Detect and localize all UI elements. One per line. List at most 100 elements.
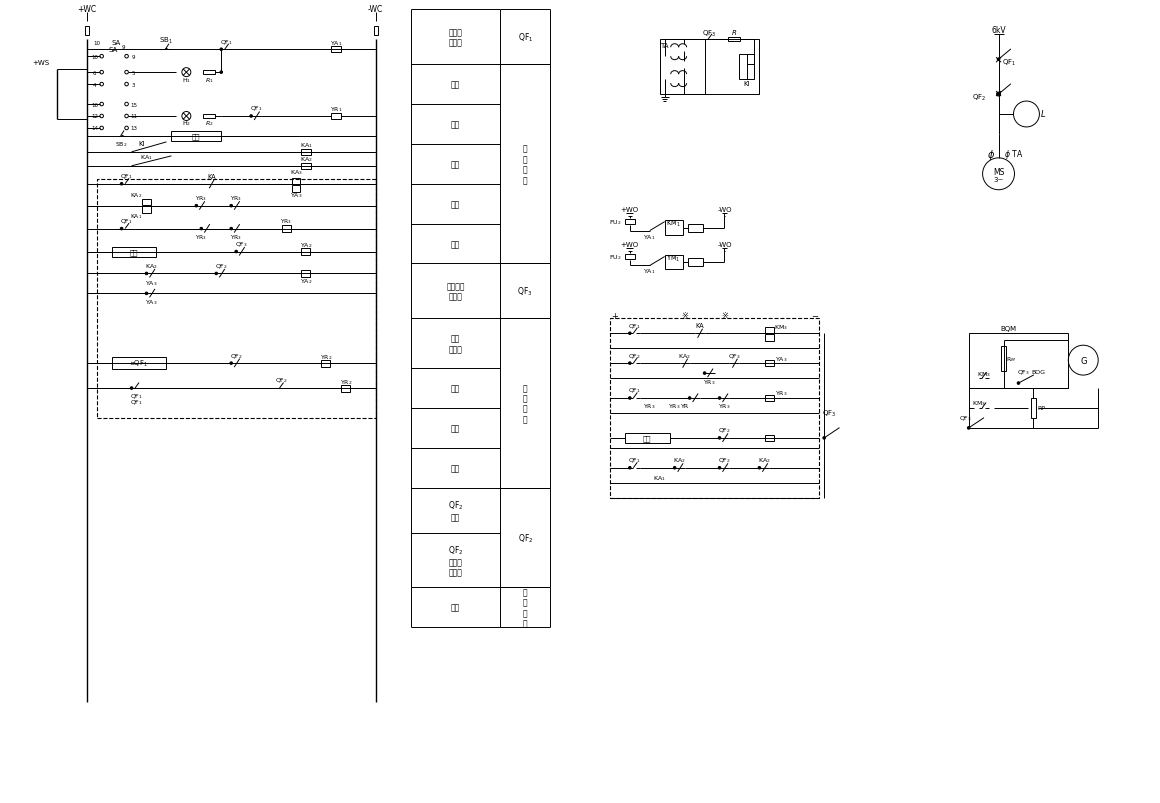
Text: YR$_3$: YR$_3$ <box>195 194 208 203</box>
Text: 9: 9 <box>132 55 136 59</box>
Bar <box>764 395 774 402</box>
Text: KA$_1$: KA$_1$ <box>299 141 312 150</box>
Bar <box>142 207 151 214</box>
Text: 9: 9 <box>122 45 125 50</box>
Text: QF$_2$: QF$_2$ <box>230 352 242 360</box>
Text: QF$_3$: QF$_3$ <box>822 409 836 418</box>
Circle shape <box>1017 382 1020 385</box>
Text: -WC: -WC <box>368 5 383 14</box>
Text: 10: 10 <box>93 41 100 46</box>
Text: YR$_3$: YR$_3$ <box>668 402 681 411</box>
Text: BQM: BQM <box>1000 326 1016 332</box>
Text: H$_1$: H$_1$ <box>182 75 191 84</box>
Text: 保护: 保护 <box>451 463 461 473</box>
Text: YA$_3$: YA$_3$ <box>775 354 788 363</box>
Text: YA$_1$: YA$_1$ <box>644 232 657 241</box>
Text: YR$_3$: YR$_3$ <box>703 377 716 386</box>
Text: 红灯: 红灯 <box>451 160 461 169</box>
Bar <box>660 40 760 95</box>
Bar <box>85 26 89 35</box>
Text: YR$_1$: YR$_1$ <box>329 105 342 114</box>
Bar <box>764 335 774 341</box>
Text: QF$_2$
合闸: QF$_2$ 合闸 <box>448 499 463 522</box>
Bar <box>331 47 341 53</box>
Text: 12: 12 <box>92 114 99 120</box>
Text: KI: KI <box>744 81 751 87</box>
Text: ※: ※ <box>722 312 728 320</box>
Text: L: L <box>1041 110 1045 120</box>
Text: 6kV: 6kV <box>992 26 1006 35</box>
Circle shape <box>759 467 761 470</box>
Text: KM$_3$: KM$_3$ <box>775 323 789 332</box>
Text: KA$_2$: KA$_2$ <box>673 456 686 465</box>
Text: QF$_1$: QF$_1$ <box>629 321 641 330</box>
Circle shape <box>249 116 253 118</box>
Bar <box>625 434 669 443</box>
Text: 3~: 3~ <box>993 177 1003 182</box>
Text: 保护: 保护 <box>193 133 201 140</box>
Text: KA$_2$: KA$_2$ <box>130 191 143 200</box>
Bar <box>96 180 376 418</box>
Circle shape <box>220 71 223 75</box>
Text: 3: 3 <box>132 83 136 88</box>
Circle shape <box>718 467 720 470</box>
Circle shape <box>998 59 1000 61</box>
Bar <box>688 224 703 232</box>
Circle shape <box>220 49 223 51</box>
Text: QF$_2$: QF$_2$ <box>275 376 288 385</box>
Circle shape <box>629 362 631 365</box>
Text: R$_2$: R$_2$ <box>205 120 213 128</box>
Bar <box>665 255 682 270</box>
Text: BOG: BOG <box>1031 369 1045 374</box>
Circle shape <box>688 397 691 400</box>
Text: 10: 10 <box>92 55 99 59</box>
Text: FU$_2$: FU$_2$ <box>609 253 622 262</box>
Text: 4: 4 <box>93 83 96 88</box>
Circle shape <box>703 373 706 375</box>
Bar <box>688 259 703 267</box>
Text: $\phi$: $\phi$ <box>986 148 994 161</box>
Bar <box>341 385 350 392</box>
Text: +WS: +WS <box>32 60 50 66</box>
Text: YR: YR <box>681 404 689 409</box>
Text: YR$_2$: YR$_2$ <box>340 377 353 386</box>
Text: R: R <box>732 31 737 36</box>
Circle shape <box>121 228 123 230</box>
Text: FU$_2$: FU$_2$ <box>609 218 622 226</box>
Circle shape <box>145 293 147 296</box>
Bar <box>764 328 774 334</box>
Text: H$_2$: H$_2$ <box>182 120 191 128</box>
Text: KA$_1$: KA$_1$ <box>130 212 143 221</box>
Text: QF$_1$: QF$_1$ <box>517 31 532 44</box>
Text: TA: TA <box>660 43 669 49</box>
Text: KA: KA <box>206 173 216 180</box>
Text: QF$_1$: QF$_1$ <box>629 456 641 465</box>
Text: QF$_1$: QF$_1$ <box>121 217 133 226</box>
Text: +WO: +WO <box>621 206 639 213</box>
Circle shape <box>145 273 147 275</box>
Bar <box>203 115 216 119</box>
Bar <box>291 178 300 185</box>
Text: QF$_2$: QF$_2$ <box>215 262 227 271</box>
Circle shape <box>718 437 720 439</box>
Text: QF$_3$: QF$_3$ <box>1017 367 1030 376</box>
Text: KA$_1$: KA$_1$ <box>653 474 666 483</box>
Text: +WC: +WC <box>78 5 96 14</box>
Bar <box>1001 346 1006 371</box>
Text: QF$_2$: QF$_2$ <box>718 456 731 465</box>
Text: 保护: 保护 <box>451 240 461 249</box>
Text: YR$_3$: YR$_3$ <box>230 233 242 242</box>
Text: 跳闸: 跳闸 <box>451 603 461 612</box>
Text: 绿灯: 绿灯 <box>451 120 461 129</box>
Circle shape <box>130 387 133 389</box>
Text: QF$_2$: QF$_2$ <box>718 426 731 434</box>
Text: R$_1$: R$_1$ <box>205 75 213 84</box>
Circle shape <box>967 427 970 430</box>
Text: QF$_2$: QF$_2$ <box>517 532 532 544</box>
Text: G: G <box>1080 357 1087 365</box>
Text: -WO: -WO <box>717 206 732 213</box>
Text: KI: KI <box>138 141 145 147</box>
Text: 14: 14 <box>92 126 99 131</box>
Text: KA$_2$: KA$_2$ <box>679 351 691 361</box>
Text: 控
制
回
路: 控 制 回 路 <box>523 145 528 185</box>
